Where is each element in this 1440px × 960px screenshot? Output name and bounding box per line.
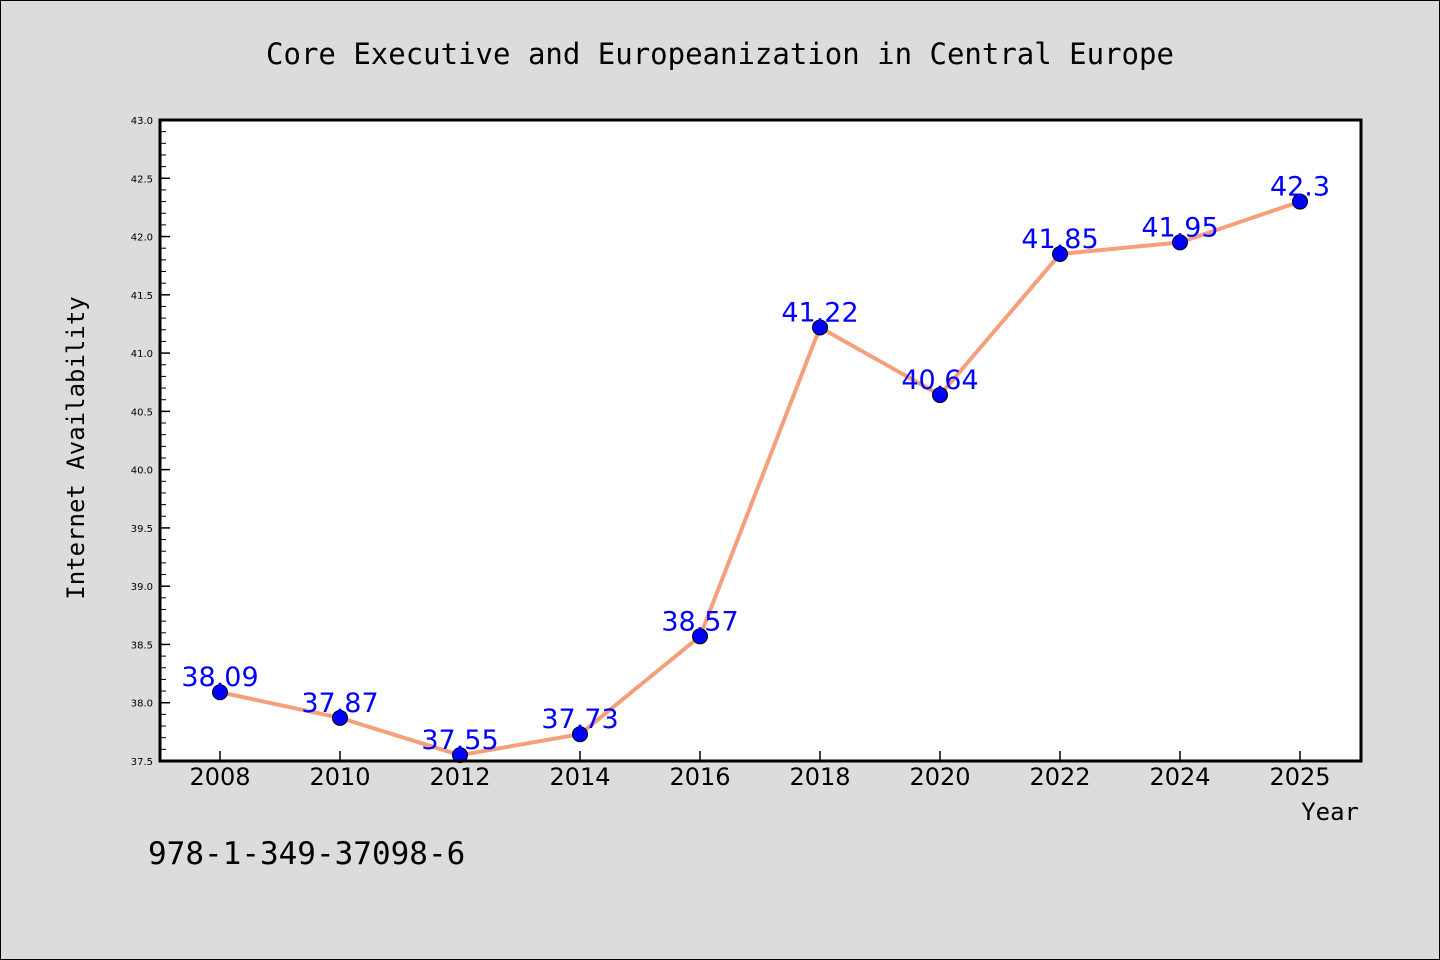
data-point bbox=[572, 726, 588, 743]
x-tick-label: 2008 bbox=[189, 763, 250, 791]
data-label: 41.22 bbox=[781, 297, 858, 328]
y-axis-label: Internet Availability bbox=[62, 296, 90, 599]
y-tick-label: 41.5 bbox=[131, 291, 153, 302]
data-point bbox=[932, 387, 948, 404]
y-tick-label: 42.5 bbox=[131, 174, 153, 185]
series-polyline bbox=[219, 199, 1301, 758]
x-tick-label: 2016 bbox=[669, 763, 730, 791]
data-label: 38.57 bbox=[661, 606, 738, 637]
data-point bbox=[1172, 234, 1188, 251]
data-label: 42.3 bbox=[1270, 172, 1330, 203]
y-axis: 37.5 38.0 38.5 39.0 39.5 40.0 40.5 41.0 41.5 42.0… bbox=[131, 116, 170, 768]
y-tick-label: 40.5 bbox=[131, 407, 153, 418]
y-tick-label: 37.5 bbox=[131, 757, 153, 768]
x-tick-label: 2018 bbox=[789, 763, 850, 791]
y-tick-label: 42.0 bbox=[131, 233, 153, 244]
x-tick-label: 2025 bbox=[1269, 763, 1330, 791]
plot-border bbox=[158, 118, 1363, 763]
data-point bbox=[452, 747, 468, 764]
x-tick-label: 2010 bbox=[309, 763, 370, 791]
x-tick-label: 2020 bbox=[909, 763, 970, 791]
y-tick-label: 38.0 bbox=[131, 699, 153, 710]
x-tick-label: 2024 bbox=[1149, 763, 1210, 791]
data-label: 37.87 bbox=[301, 688, 378, 719]
chart-title: Core Executive and Europeanization in Ce… bbox=[266, 37, 1174, 71]
x-tick-label: 2022 bbox=[1029, 763, 1090, 791]
data-point bbox=[1292, 193, 1308, 210]
data-label: 37.73 bbox=[541, 704, 618, 735]
data-label: 38.09 bbox=[181, 662, 258, 693]
data-point bbox=[332, 709, 348, 726]
series-line: 38.09 37.87 37.55 37.73 38.57 41.22 40.64 41.85… bbox=[181, 172, 1330, 764]
isbn-text: 978-1-349-37098-6 bbox=[148, 836, 465, 872]
data-point bbox=[212, 684, 228, 701]
data-label: 40.64 bbox=[901, 365, 978, 396]
x-tick-label: 2014 bbox=[549, 763, 610, 791]
y-tick-label: 39.0 bbox=[131, 582, 153, 593]
y-tick-label: 40.0 bbox=[131, 466, 153, 477]
x-tick-label: 2012 bbox=[429, 763, 490, 791]
y-tick-label: 38.5 bbox=[131, 640, 153, 651]
data-label: 41.95 bbox=[1141, 212, 1218, 243]
x-axis-label: Year bbox=[1301, 798, 1359, 826]
plot-area bbox=[160, 120, 1361, 761]
data-point bbox=[692, 628, 708, 645]
y-tick-label: 43.0 bbox=[131, 116, 153, 127]
data-label: 37.55 bbox=[421, 725, 498, 756]
y-tick-label: 41.0 bbox=[131, 349, 153, 360]
y-tick-label: 39.5 bbox=[131, 524, 153, 535]
data-label: 41.85 bbox=[1021, 224, 1098, 255]
x-axis: 2008 2010 2012 2014 2016 2018 2020 2022 2024 2025 bbox=[189, 751, 1331, 791]
data-point bbox=[1052, 246, 1068, 263]
data-point bbox=[812, 319, 828, 336]
